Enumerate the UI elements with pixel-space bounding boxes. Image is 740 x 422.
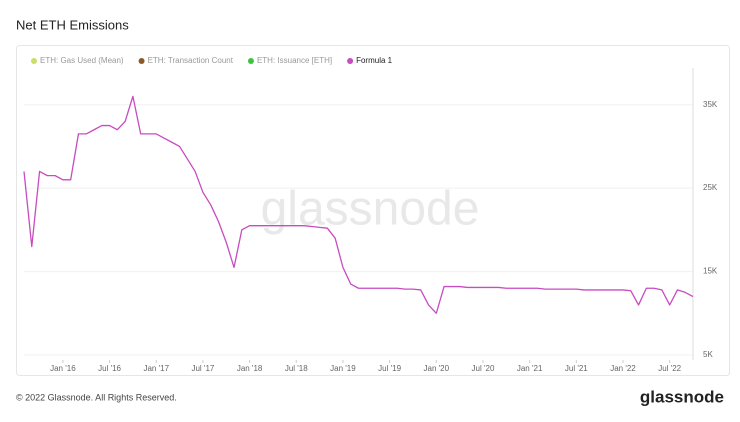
x-tick-label: Jul '19 (378, 364, 401, 373)
legend-label: ETH: Gas Used (Mean) (40, 56, 124, 65)
x-tick-label: Jan '18 (237, 364, 263, 373)
x-tick-label: Jan '16 (50, 364, 76, 373)
x-tick-label: Jan '17 (143, 364, 169, 373)
x-tick-label: Jan '22 (610, 364, 636, 373)
y-tick-label: 25K (703, 183, 718, 192)
x-tick-label: Jul '21 (565, 364, 588, 373)
chart-title: Net ETH Emissions (16, 17, 129, 32)
x-tick-label: Jan '21 (517, 364, 543, 373)
logo: glassnode (640, 387, 724, 406)
legend-label: ETH: Transaction Count (148, 56, 234, 65)
y-tick-label: 5K (703, 350, 713, 359)
legend-marker (247, 58, 254, 64)
chart-frame (16, 45, 730, 376)
copyright: © 2022 Glassnode. All Rights Reserved. (16, 392, 177, 402)
x-tick-label: Jul '16 (98, 364, 121, 373)
x-tick-label: Jul '20 (472, 364, 495, 373)
x-tick-label: Jan '19 (330, 364, 356, 373)
x-tick-label: Jul '22 (658, 364, 681, 373)
legend-marker (138, 58, 145, 64)
y-tick-label: 35K (703, 100, 718, 109)
line-series (23, 95, 694, 314)
legend-label: Formula 1 (356, 56, 393, 65)
legend-marker (347, 58, 354, 64)
x-tick-label: Jul '17 (191, 364, 214, 373)
legend-marker (31, 58, 37, 64)
x-tick-label: Jan '20 (424, 364, 450, 373)
legend-label: ETH: Issuance [ETH] (257, 56, 332, 65)
x-tick-label: Jul '18 (285, 364, 308, 373)
watermark: glassnode (261, 183, 480, 236)
y-tick-label: 15K (703, 267, 718, 276)
